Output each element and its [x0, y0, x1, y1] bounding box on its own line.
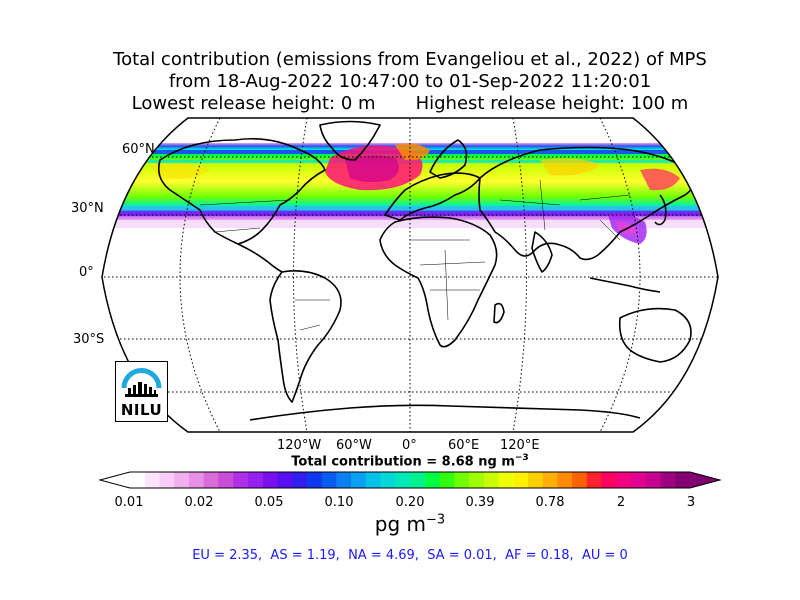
colorbar-cell — [616, 472, 632, 488]
colorbar-cell — [557, 472, 573, 488]
colorbar-tick: 0.78 — [535, 495, 565, 510]
south-america-outline — [269, 270, 342, 403]
colorbar-cell — [601, 472, 617, 488]
lon-label-120w: 120°W — [277, 438, 322, 453]
plot-title-line-3: Lowest release height: 0 m Highest relea… — [131, 93, 689, 114]
japan-outline — [654, 194, 667, 226]
lon-label-120e: 120°E — [500, 438, 540, 453]
map-content — [102, 118, 718, 432]
colorbar-cell — [660, 472, 676, 488]
greenland-outline — [319, 120, 381, 161]
globe-boundary — [101, 117, 719, 433]
colorbar-cell — [395, 472, 411, 488]
colorbar-cell — [144, 472, 160, 488]
world-map — [101, 117, 719, 433]
colorbar-cell — [468, 472, 485, 488]
colorbar-cell — [645, 472, 662, 488]
lat-label-60n: 60°N — [122, 142, 155, 157]
colorbar-cell — [483, 472, 499, 488]
colorbar-cell — [218, 472, 234, 488]
colorbar-cell — [454, 472, 470, 488]
colorbar-cell — [439, 472, 455, 488]
colorbar-extend-low — [100, 472, 130, 488]
colorbar-cell — [174, 472, 190, 488]
colorbar-cell — [321, 472, 337, 488]
colorbar-tick: 0.02 — [184, 495, 214, 510]
australia-outline — [618, 307, 692, 363]
total-contribution-label: Total contribution = 8.68 ng m−3 — [0, 453, 800, 469]
colorbar-cell — [336, 472, 352, 488]
regional-contributions: EU = 2.35, AS = 1.19, NA = 4.69, SA = 0.… — [192, 548, 628, 563]
colorbar-unit-label: pg m−3 — [0, 512, 800, 536]
plot-title-line-2: from 18-Aug-2022 10:47:00 to 01-Sep-2022… — [168, 71, 652, 92]
colorbar-cell — [306, 472, 323, 488]
nilu-logo: NILU — [115, 361, 168, 422]
colorbar-cell — [572, 472, 588, 488]
india-outline — [531, 231, 553, 273]
colorbar-tick: 3 — [686, 495, 696, 510]
lon-label-60e: 60°E — [448, 438, 480, 453]
colorbar-cell — [247, 472, 264, 488]
colorbar — [98, 471, 722, 489]
colorbar-cell — [130, 472, 146, 488]
colorbar-cell — [586, 472, 603, 488]
colorbar-cell — [675, 472, 691, 488]
colorbar-tick: 0.20 — [395, 495, 425, 510]
colorbar-cell — [203, 472, 219, 488]
madagascar-outline — [493, 302, 505, 324]
colorbar-cell — [351, 472, 367, 488]
colorbar-cell — [262, 472, 278, 488]
colorbar-tick: 0.39 — [465, 495, 495, 510]
graticule — [102, 118, 718, 432]
lon-label-0: 0° — [402, 438, 417, 453]
north-america-outline — [157, 137, 326, 245]
plot-title-line-1: Total contribution (emissions from Evang… — [113, 49, 707, 70]
colorbar-cell — [233, 472, 249, 488]
total-contribution-exponent: −3 — [514, 453, 529, 463]
lon-label-60w: 60°W — [336, 438, 372, 453]
lat-label-0: 0° — [79, 265, 94, 280]
colorbar-unit-text: pg m — [374, 512, 427, 536]
nilu-logo-text: NILU — [120, 401, 163, 419]
colorbar-cell — [542, 472, 558, 488]
colorbar-tick: 2 — [616, 495, 626, 510]
colorbar-cell — [424, 472, 440, 488]
total-contribution-text: Total contribution = 8.68 ng m — [291, 454, 515, 470]
colorbar-cell — [277, 472, 293, 488]
colorbar-cell — [410, 472, 426, 488]
nilu-logo-graphic — [121, 368, 162, 397]
colorbar-cell — [498, 472, 514, 488]
colorbar-tick: 0.10 — [324, 495, 354, 510]
colorbar-cell — [365, 472, 382, 488]
colorbar-tick: 0.01 — [114, 495, 144, 510]
lat-label-30n: 30°N — [71, 201, 104, 216]
country-borders — [199, 179, 631, 331]
antarctica-outline — [249, 404, 641, 421]
colorbar-cell — [292, 472, 308, 488]
scandinavia-outline — [429, 139, 468, 179]
colorbar-outline — [98, 471, 722, 489]
colorbar-cell — [631, 472, 647, 488]
coastlines — [157, 120, 708, 421]
colorbar-cell — [380, 472, 396, 488]
colorbar-cell — [159, 472, 175, 488]
new-zealand-outline — [701, 364, 708, 383]
colorbar-unit-exponent: −3 — [426, 512, 446, 528]
colorbar-tick: 0.05 — [254, 495, 284, 510]
colorbar-cell — [527, 472, 544, 488]
lat-label-30s: 30°S — [73, 332, 105, 347]
africa-outline — [379, 216, 498, 348]
central-america-outline — [237, 243, 283, 273]
asia-outline — [478, 146, 695, 261]
colorbar-cell — [188, 472, 205, 488]
indonesia-outline — [589, 277, 661, 293]
colorbar-cell — [513, 472, 529, 488]
colorbar-extend-high — [690, 472, 720, 488]
